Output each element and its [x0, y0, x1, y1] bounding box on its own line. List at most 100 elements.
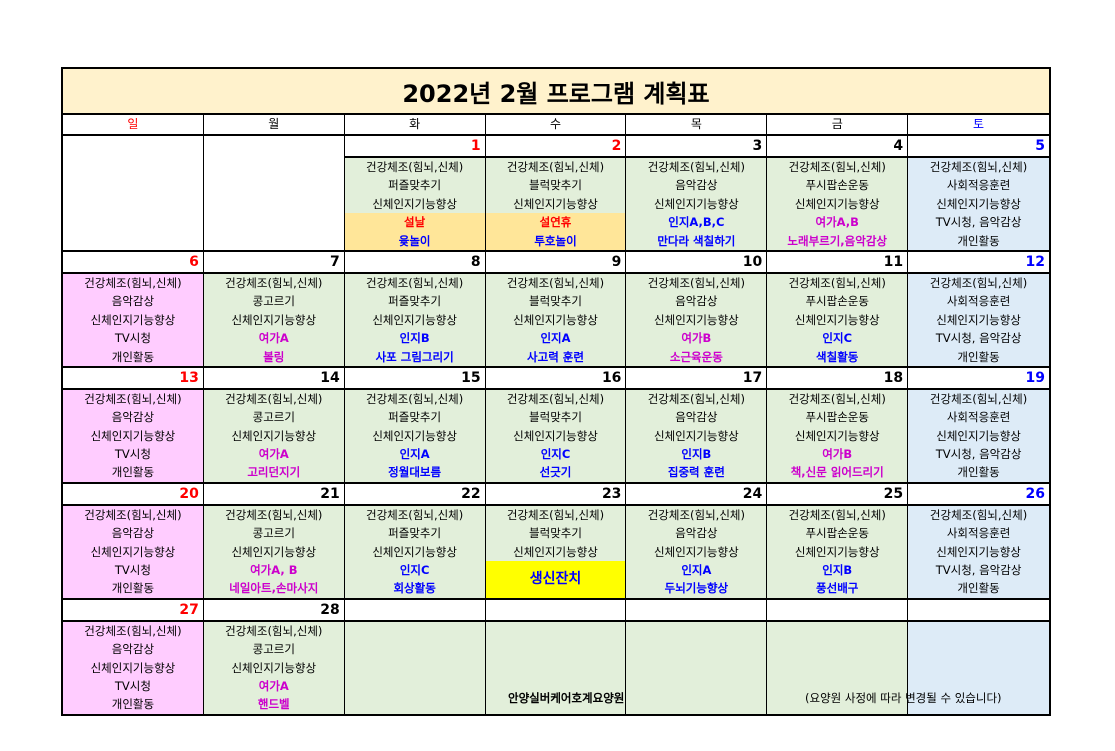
- activity-line: 건강체조(힘뇌,신체): [225, 623, 323, 638]
- activity-line: 블럭맞추기: [529, 294, 582, 309]
- activity-line: 설연휴: [485, 213, 626, 232]
- activity-line: 음악감상: [675, 294, 718, 309]
- activity-line: 신체인지기능향상: [936, 312, 1021, 327]
- activity-line: 블럭맞추기: [529, 526, 582, 541]
- weekday-4: 목: [626, 115, 768, 134]
- day-cell: 18 건강체조(힘뇌,신체) 푸시팝손운동 신체인지기능향상 여가B 책,신문 읽어드리기: [767, 367, 909, 482]
- activity-line: 개인활동: [111, 349, 155, 364]
- activity-line: 건강체조(힘뇌,신체): [225, 507, 323, 522]
- day-cell: 2 건강체조(힘뇌,신체) 블럭맞추기 신체인지기능향상 설연휴 투호놀이: [485, 136, 627, 250]
- activity-line: 풍선배구: [816, 581, 859, 596]
- empty-area: [204, 156, 344, 248]
- date-number: 4: [767, 136, 908, 158]
- activity-line: 신체인지기능향상: [794, 312, 880, 327]
- activity-line: 신체인지기능향상: [654, 428, 739, 443]
- date-number: 28: [203, 599, 344, 622]
- activity-line: 소근육운동: [669, 349, 723, 364]
- week-row: 1 건강체조(힘뇌,신체) 퍼즐맞추기 신체인지기능향상 설날 윷놀이 2 건강체조(힘뇌,신…: [63, 136, 1049, 252]
- activity-line: 블럭맞추기: [529, 178, 582, 193]
- activity-line: 퍼즐맞추기: [388, 410, 442, 425]
- activity-line: 신체인지기능향상: [90, 660, 176, 675]
- activity-line: 선긋기: [539, 465, 572, 480]
- day-cell: 8 건강체조(힘뇌,신체) 퍼즐맞추기 신체인지기능향상 인지B 사포 그림그리기: [344, 251, 486, 366]
- calendar-body: 1 건강체조(힘뇌,신체) 퍼즐맞추기 신체인지기능향상 설날 윷놀이 2 건강체조(힘뇌,신…: [63, 136, 1049, 714]
- date-number: [767, 599, 908, 622]
- activity-line: 건강체조(힘뇌,신체): [788, 275, 886, 290]
- day-cell: 26 건강체조(힘뇌,신체) 사회적응훈련 신체인지기능향상 TV시청, 음악감상 개인활…: [908, 483, 1049, 598]
- day-cell: 5 건강체조(힘뇌,신체) 사회적응훈련 신체인지기능향상 TV시청, 음악감상 개인활동: [908, 136, 1049, 250]
- date-number: 7: [203, 251, 344, 274]
- activity-line: 콩고르기: [252, 410, 295, 425]
- activity-line: 콩고르기: [252, 526, 295, 541]
- day-cell: 23 건강체조(힘뇌,신체) 블럭맞추기 신체인지기능향상 생신잔치: [485, 483, 627, 598]
- day-cell: 11 건강체조(힘뇌,신체) 푸시팝손운동 신체인지기능향상 인지C 색칠활동: [767, 251, 909, 366]
- date-number: 13: [63, 367, 203, 390]
- date-number: 6: [63, 251, 203, 274]
- date-number: 12: [908, 251, 1049, 274]
- week-row: 27 건강체조(힘뇌,신체) 음악감상 신체인지기능향상 TV시청 개인활동 28 건강체조(…: [63, 599, 1049, 714]
- activity-line: 사회적응훈련: [946, 294, 1011, 309]
- activity-line: 신체인지기능향상: [654, 312, 739, 327]
- activity-line: 여가B: [822, 447, 853, 462]
- activity-line: 신체인지기능향상: [794, 196, 880, 211]
- weekday-5: 금: [767, 115, 909, 134]
- day-cell: 17 건강체조(힘뇌,신체) 음악감상 신체인지기능향상 인지B 집중력 훈련: [626, 367, 768, 482]
- activity-line: 건강체조(힘뇌,신체): [647, 507, 745, 522]
- activity-line: 신체인지기능향상: [372, 544, 457, 559]
- date-number: [344, 599, 485, 622]
- date-number: 16: [485, 367, 626, 390]
- day-cell: [908, 599, 1049, 714]
- activity-line: 신체인지기능향상: [513, 428, 598, 443]
- date-number: 25: [767, 483, 908, 506]
- activity-line: 신체인지기능향상: [794, 544, 880, 559]
- week-row: 20 건강체조(힘뇌,신체) 음악감상 신체인지기능향상 TV시청 개인활동 21 건강체조(…: [63, 483, 1049, 600]
- activity-line: 개인활동: [111, 697, 155, 712]
- activity-line: 음악감상: [111, 526, 155, 541]
- activity-line: 건강체조(힘뇌,신체): [647, 391, 745, 406]
- day-cell: 22 건강체조(힘뇌,신체) 퍼즐맞추기 신체인지기능향상 인지C 회상활동: [344, 483, 486, 598]
- activity-line: 푸시팝손운동: [805, 178, 869, 193]
- activity-line: 신체인지기능향상: [654, 196, 739, 211]
- activity-line: 음악감상: [111, 642, 155, 657]
- activity-line: 건강체조(힘뇌,신체): [225, 275, 323, 290]
- day-cell: [344, 599, 486, 714]
- activity-line: 건강체조(힘뇌,신체): [506, 391, 605, 406]
- activity-line: 두뇌기능향상: [664, 581, 729, 596]
- activity-line: 음악감상: [675, 178, 718, 193]
- activity-line: 푸시팝손운동: [805, 526, 869, 541]
- activity-line: 사회적응훈련: [946, 178, 1011, 193]
- activity-line: 사회적응훈련: [946, 410, 1011, 425]
- page-title: 2022년 2월 프로그램 계획표: [63, 69, 1049, 115]
- activity-line: 신체인지기능향상: [372, 312, 457, 327]
- activity-line: 음악감상: [111, 410, 155, 425]
- activity-line: 건강체조(힘뇌,신체): [647, 275, 745, 290]
- date-number: 14: [203, 367, 344, 390]
- activity-line: 여가B: [681, 331, 712, 346]
- date-number: 11: [767, 251, 908, 274]
- day-cell: [203, 136, 345, 250]
- activity-line: 볼링: [263, 349, 285, 364]
- activity-line: 인지A: [540, 331, 571, 346]
- activity-line: 건강체조(힘뇌,신체): [788, 160, 886, 174]
- date-number: [485, 599, 626, 622]
- activity-line: 퍼즐맞추기: [388, 178, 442, 193]
- activity-line: 건강체조(힘뇌,신체): [647, 160, 745, 174]
- date-number: [908, 599, 1049, 622]
- date-number: 10: [626, 251, 767, 274]
- date-number: 15: [344, 367, 485, 390]
- date-number: 26: [908, 483, 1049, 506]
- day-cell: [767, 599, 909, 714]
- activity-line: 개인활동: [111, 465, 155, 480]
- activity-line: 윷놀이: [344, 231, 485, 250]
- date-number: [626, 599, 767, 622]
- day-cell: 14 건강체조(힘뇌,신체) 콩고르기 신체인지기능향상 여가A 고리던지기: [203, 367, 345, 482]
- activity-line: 집중력 훈련: [667, 465, 725, 480]
- activity-line: 여가A: [258, 447, 289, 462]
- weekday-3: 수: [486, 115, 627, 134]
- date-number: 1: [344, 136, 485, 158]
- day-cell: 27 건강체조(힘뇌,신체) 음악감상 신체인지기능향상 TV시청 개인활동: [63, 599, 204, 714]
- activity-line: TV시청: [114, 447, 151, 462]
